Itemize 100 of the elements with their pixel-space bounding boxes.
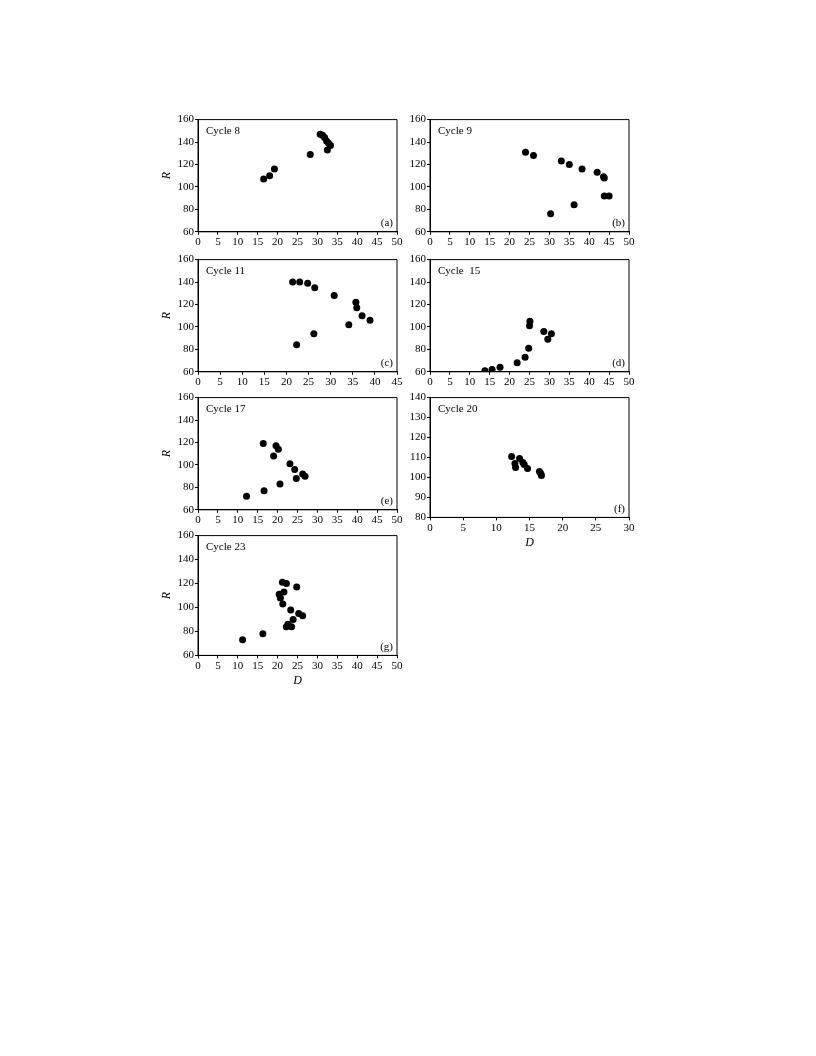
x-tick-label: 5 bbox=[215, 513, 222, 526]
y-axis-title: R bbox=[159, 591, 174, 601]
annotation: (a) bbox=[380, 216, 394, 230]
annotation: (e) bbox=[380, 494, 394, 508]
y-tick-label: 80 bbox=[415, 510, 427, 523]
x-tick-label: 0 bbox=[195, 375, 202, 388]
y-tick-label: 140 bbox=[409, 274, 427, 287]
x-tick-label: 30 bbox=[543, 235, 556, 248]
x-tick-label: 50 bbox=[391, 658, 403, 671]
y-tick-label: 100 bbox=[177, 600, 195, 613]
y-tick-label: 100 bbox=[177, 179, 195, 192]
x-tick-label: 45 bbox=[603, 235, 616, 248]
x-tick-label: 30 bbox=[543, 375, 556, 388]
y-tick-label: 60 bbox=[183, 502, 195, 515]
x-tick-label: 20 bbox=[504, 235, 516, 248]
x-tick-label: 20 bbox=[272, 658, 284, 671]
chart-title: Cycle 8 bbox=[206, 123, 241, 136]
y-tick-label: 100 bbox=[409, 319, 427, 332]
x-tick-label: 15 bbox=[252, 513, 264, 526]
y-axis-title: R bbox=[159, 171, 174, 181]
y-tick-label: 120 bbox=[409, 297, 427, 310]
x-tick-label: 25 bbox=[303, 375, 315, 388]
chart-title: Cycle 15 bbox=[438, 263, 481, 276]
x-tick-label: 20 bbox=[557, 520, 569, 533]
annotation: (f) bbox=[614, 501, 626, 515]
y-tick-label: 80 bbox=[183, 624, 195, 637]
y-tick-label: 60 bbox=[183, 224, 195, 237]
x-tick-label: 40 bbox=[351, 658, 364, 671]
y-tick-label: 60 bbox=[183, 364, 195, 377]
y-tick-label: 110 bbox=[409, 450, 427, 463]
y-tick-label: 80 bbox=[415, 202, 427, 215]
y-tick-label: 160 bbox=[409, 112, 427, 125]
y-tick-label: 80 bbox=[183, 480, 195, 493]
chart-title: Cycle 11 bbox=[206, 263, 245, 276]
x-tick-label: 10 bbox=[236, 375, 249, 388]
x-tick-label: 15 bbox=[484, 235, 496, 248]
chart-title: Cycle 17 bbox=[206, 401, 246, 414]
x-tick-label: 30 bbox=[325, 375, 337, 388]
x-tick-label: 0 bbox=[427, 235, 434, 248]
x-tick-label: 30 bbox=[311, 235, 324, 248]
x-axis-title: D bbox=[524, 534, 535, 549]
x-tick-label: 10 bbox=[464, 375, 476, 388]
x-tick-label: 35 bbox=[347, 375, 359, 388]
y-tick-label: 60 bbox=[415, 224, 427, 237]
annotation: (b) bbox=[612, 216, 626, 230]
x-tick-label: 25 bbox=[292, 658, 304, 671]
y-tick-label: 100 bbox=[409, 470, 427, 483]
y-tick-label: 160 bbox=[177, 528, 195, 541]
y-tick-label: 160 bbox=[409, 252, 427, 265]
x-tick-label: 5 bbox=[447, 375, 454, 388]
x-tick-label: 25 bbox=[590, 520, 602, 533]
y-tick-label: 140 bbox=[177, 274, 195, 287]
x-tick-label: 5 bbox=[215, 235, 222, 248]
y-tick-label: 100 bbox=[177, 319, 195, 332]
y-tick-label: 140 bbox=[409, 134, 427, 147]
y-tick-label: 120 bbox=[409, 430, 427, 443]
x-tick-label: 30 bbox=[311, 658, 324, 671]
annotation: (g) bbox=[380, 639, 394, 653]
y-axis-title: R bbox=[159, 311, 174, 321]
y-tick-label: 140 bbox=[409, 390, 427, 403]
x-tick-label: 40 bbox=[369, 375, 381, 388]
x-tick-label: 25 bbox=[292, 513, 304, 526]
x-tick-label: 15 bbox=[524, 520, 536, 533]
x-tick-label: 50 bbox=[623, 235, 635, 248]
x-tick-label: 15 bbox=[252, 658, 264, 671]
x-tick-label: 35 bbox=[563, 375, 576, 388]
x-tick-label: 45 bbox=[371, 658, 384, 671]
y-tick-label: 80 bbox=[183, 202, 195, 215]
y-tick-label: 140 bbox=[177, 552, 195, 565]
x-tick-label: 0 bbox=[195, 658, 202, 671]
y-axis-title: R bbox=[159, 449, 174, 459]
x-tick-label: 40 bbox=[351, 235, 364, 248]
y-tick-label: 160 bbox=[177, 252, 195, 265]
y-tick-label: 160 bbox=[177, 112, 195, 125]
x-tick-label: 15 bbox=[252, 235, 264, 248]
x-tick-label: 5 bbox=[215, 658, 222, 671]
x-tick-label: 40 bbox=[583, 375, 596, 388]
x-tick-label: 10 bbox=[490, 520, 503, 533]
x-tick-label: 50 bbox=[391, 513, 403, 526]
annotation: (d) bbox=[612, 356, 626, 370]
x-tick-label: 35 bbox=[331, 235, 344, 248]
y-tick-label: 120 bbox=[177, 297, 195, 310]
y-tick-label: 120 bbox=[409, 157, 427, 170]
x-tick-label: 25 bbox=[524, 375, 536, 388]
x-tick-label: 10 bbox=[464, 235, 476, 248]
x-tick-label: 20 bbox=[504, 375, 516, 388]
x-tick-label: 25 bbox=[292, 235, 304, 248]
x-tick-label: 0 bbox=[427, 375, 434, 388]
chart-title: Cycle 23 bbox=[206, 539, 246, 552]
x-tick-label: 45 bbox=[603, 375, 616, 388]
x-tick-label: 20 bbox=[272, 513, 284, 526]
y-tick-label: 100 bbox=[409, 179, 427, 192]
x-tick-label: 40 bbox=[351, 513, 364, 526]
y-tick-label: 130 bbox=[409, 410, 427, 423]
y-tick-label: 60 bbox=[183, 648, 195, 661]
x-tick-label: 35 bbox=[331, 658, 344, 671]
x-tick-label: 30 bbox=[311, 513, 324, 526]
x-tick-label: 10 bbox=[232, 235, 244, 248]
chart-title: Cycle 20 bbox=[438, 401, 478, 414]
x-tick-label: 0 bbox=[195, 513, 202, 526]
